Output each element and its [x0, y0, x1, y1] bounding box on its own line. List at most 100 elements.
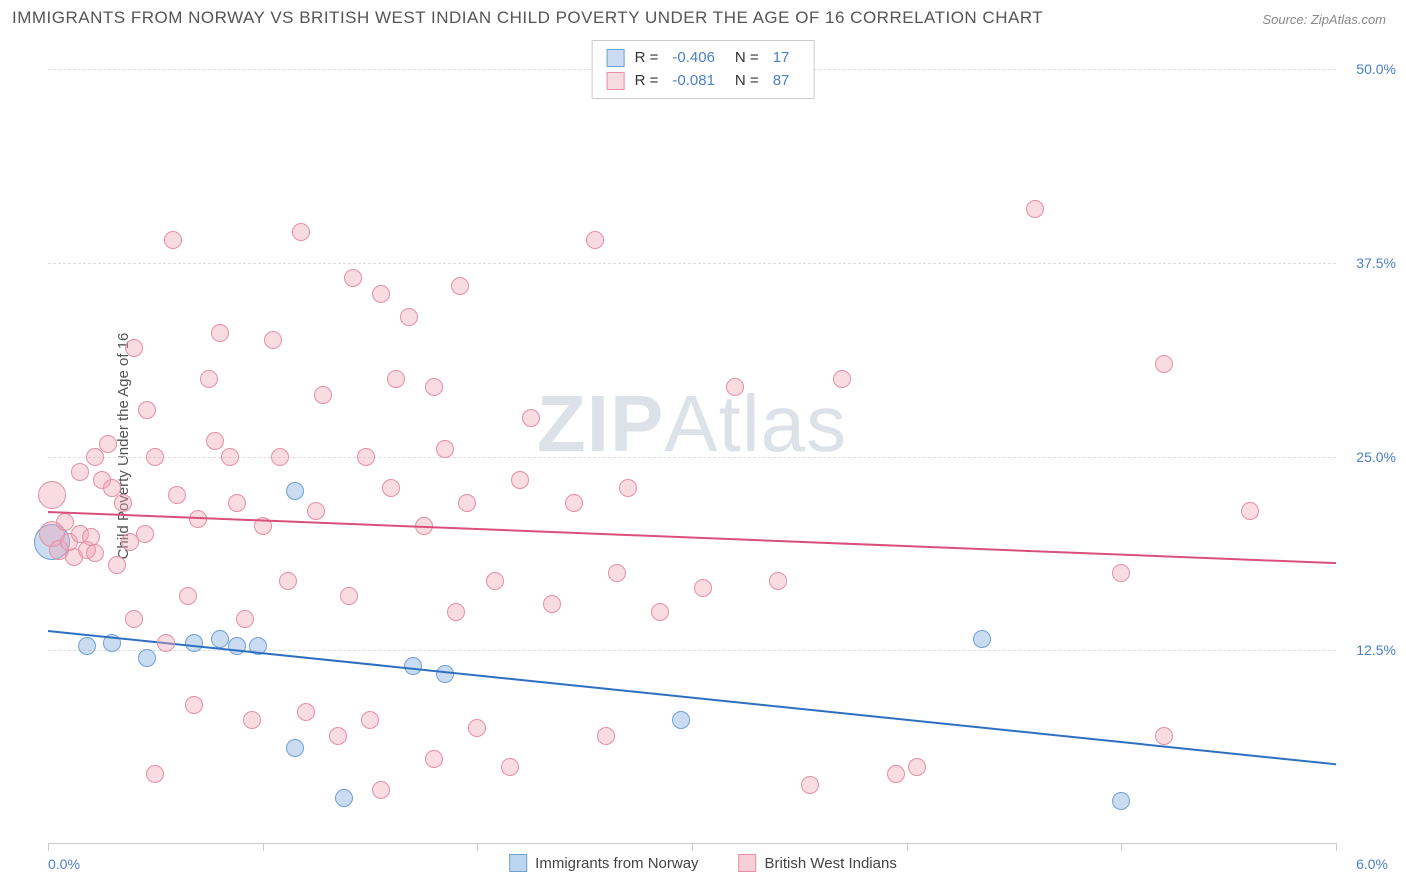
data-point	[425, 378, 443, 396]
data-point	[286, 739, 304, 757]
data-point	[404, 657, 422, 675]
data-point	[357, 448, 375, 466]
y-tick-label: 50.0%	[1356, 61, 1396, 77]
legend-swatch	[509, 854, 527, 872]
data-point	[801, 776, 819, 794]
data-point	[157, 634, 175, 652]
data-point	[565, 494, 583, 512]
data-point	[1155, 727, 1173, 745]
legend-r-value: -0.081	[672, 70, 715, 93]
data-point	[125, 610, 143, 628]
data-point	[694, 579, 712, 597]
data-point	[672, 711, 690, 729]
data-point	[1155, 355, 1173, 373]
x-tick	[1336, 843, 1337, 851]
data-point	[168, 486, 186, 504]
data-point	[243, 711, 261, 729]
data-point	[543, 595, 561, 613]
x-tick	[1121, 843, 1122, 851]
data-point	[56, 513, 74, 531]
data-point	[114, 494, 132, 512]
data-point	[382, 479, 400, 497]
data-point	[619, 479, 637, 497]
data-point	[511, 471, 529, 489]
gridline	[48, 263, 1336, 264]
data-point	[108, 556, 126, 574]
legend-n-label: N =	[735, 47, 759, 70]
data-point	[307, 502, 325, 520]
data-point	[314, 386, 332, 404]
legend-r-label: R =	[635, 70, 659, 93]
data-point	[361, 711, 379, 729]
data-point	[340, 587, 358, 605]
x-tick	[477, 843, 478, 851]
data-point	[1241, 502, 1259, 520]
data-point	[1026, 200, 1044, 218]
x-tick	[48, 843, 49, 851]
data-point	[597, 727, 615, 745]
data-point	[271, 448, 289, 466]
data-point	[651, 603, 669, 621]
y-tick-label: 12.5%	[1356, 642, 1396, 658]
data-point	[71, 463, 89, 481]
data-point	[586, 231, 604, 249]
chart-title: IMMIGRANTS FROM NORWAY VS BRITISH WEST I…	[12, 8, 1043, 28]
source-attribution: Source: ZipAtlas.com	[1262, 12, 1386, 27]
legend-swatch	[607, 49, 625, 67]
data-point	[297, 703, 315, 721]
data-point	[973, 630, 991, 648]
data-point	[179, 587, 197, 605]
data-point	[769, 572, 787, 590]
data-point	[329, 727, 347, 745]
legend-row: R =-0.406N =17	[607, 47, 800, 70]
legend-row: R =-0.081N =87	[607, 70, 800, 93]
correlation-legend: R =-0.406N =17R =-0.081N =87	[592, 40, 815, 99]
legend-r-label: R =	[635, 47, 659, 70]
series-legend: Immigrants from Norway British West India…	[509, 854, 897, 872]
legend-n-label: N =	[735, 70, 759, 93]
data-point	[146, 448, 164, 466]
legend-item: Immigrants from Norway	[509, 854, 698, 872]
data-point	[400, 308, 418, 326]
data-point	[200, 370, 218, 388]
data-point	[387, 370, 405, 388]
legend-item: British West Indians	[739, 854, 897, 872]
data-point	[221, 448, 239, 466]
data-point	[138, 649, 156, 667]
data-point	[447, 603, 465, 621]
data-point	[138, 401, 156, 419]
trend-line	[48, 511, 1336, 564]
data-point	[78, 637, 96, 655]
data-point	[468, 719, 486, 737]
data-point	[164, 231, 182, 249]
data-point	[501, 758, 519, 776]
data-point	[211, 630, 229, 648]
data-point	[608, 564, 626, 582]
data-point	[236, 610, 254, 628]
data-point	[726, 378, 744, 396]
data-point	[458, 494, 476, 512]
data-point	[146, 765, 164, 783]
x-tick	[692, 843, 693, 851]
data-point	[372, 781, 390, 799]
data-point	[211, 324, 229, 342]
data-point	[344, 269, 362, 287]
data-point	[1112, 792, 1130, 810]
data-point	[833, 370, 851, 388]
data-point	[264, 331, 282, 349]
data-point	[136, 525, 154, 543]
x-axis-min-label: 0.0%	[48, 856, 80, 872]
data-point	[372, 285, 390, 303]
data-point	[38, 481, 66, 509]
data-point	[228, 494, 246, 512]
data-point	[292, 223, 310, 241]
legend-r-value: -0.406	[672, 47, 715, 70]
y-tick-label: 37.5%	[1356, 255, 1396, 271]
data-point	[887, 765, 905, 783]
data-point	[286, 482, 304, 500]
data-point	[86, 544, 104, 562]
data-point	[99, 435, 117, 453]
gridline	[48, 457, 1336, 458]
data-point	[908, 758, 926, 776]
data-point	[185, 634, 203, 652]
